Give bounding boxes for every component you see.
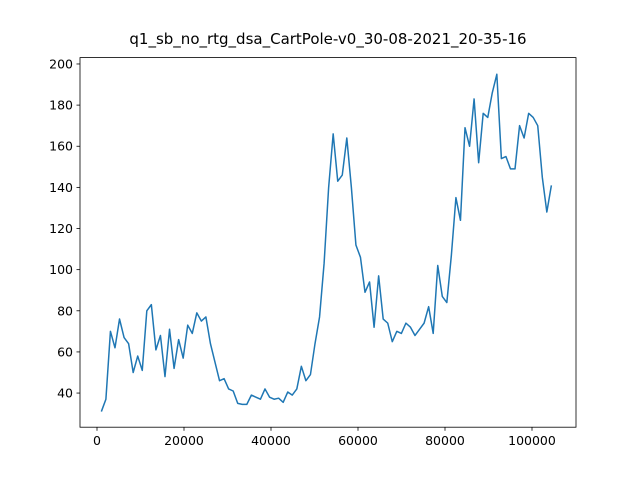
y-tick-label: 180 xyxy=(49,98,73,113)
y-tick-label: 60 xyxy=(57,344,73,359)
y-tick-label: 160 xyxy=(49,139,73,154)
x-tick-label: 0 xyxy=(93,433,101,448)
y-tick-label: 80 xyxy=(57,303,73,318)
y-tick-label: 200 xyxy=(49,56,73,71)
chart-title: q1_sb_no_rtg_dsa_CartPole-v0_30-08-2021_… xyxy=(129,30,526,49)
y-tick-label: 40 xyxy=(57,386,73,401)
x-tick-label: 100000 xyxy=(508,433,556,448)
x-tick-label: 20000 xyxy=(164,433,204,448)
x-tick-label: 40000 xyxy=(251,433,291,448)
x-tick-label: 60000 xyxy=(338,433,378,448)
y-tick-label: 100 xyxy=(49,262,73,277)
axes-frame xyxy=(79,57,577,428)
x-tick-label: 80000 xyxy=(425,433,465,448)
y-tick-label: 120 xyxy=(49,221,73,236)
y-tick-label: 140 xyxy=(49,180,73,195)
line xyxy=(100,73,553,412)
